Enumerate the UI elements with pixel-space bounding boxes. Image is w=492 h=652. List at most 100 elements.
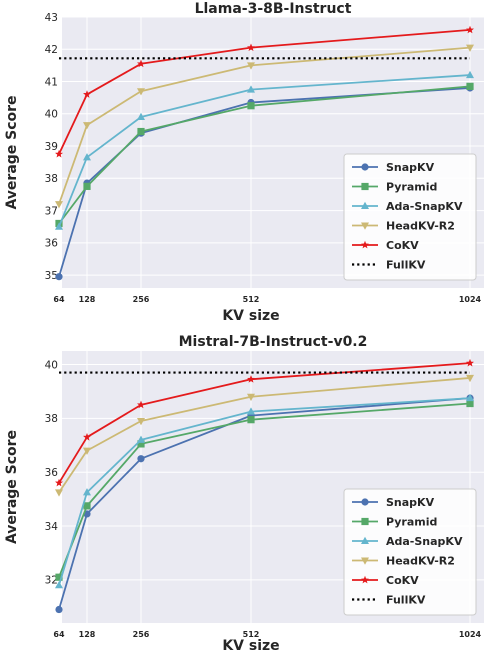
x-tick-label: 1024 [459, 295, 482, 304]
series-ada-snapkv [55, 70, 474, 230]
legend-label: HeadKV-R2 [386, 220, 455, 233]
legend-entry: Ada-SnapKV [352, 200, 463, 213]
legend-label: FullKV [386, 259, 426, 272]
data-point [83, 90, 91, 98]
legend-frame [343, 488, 477, 616]
data-point [55, 489, 63, 497]
chart-title: Mistral-7B-Instruct-v0.2 [179, 334, 368, 350]
data-point [83, 502, 91, 510]
y-tick-label: 42 [45, 44, 58, 56]
data-point [466, 25, 474, 34]
legend-swatch-marker [361, 163, 369, 171]
chart-title: Llama-3-8B-Instruct [195, 1, 352, 17]
x-tick-label: 256 [133, 295, 150, 304]
y-tick-label: 32 [45, 575, 58, 587]
legend-label: Ada-SnapKV [386, 535, 463, 548]
data-point [137, 418, 145, 426]
data-point [137, 112, 145, 121]
legend-entry: CoKV [352, 574, 419, 587]
legend-label: Ada-SnapKV [386, 200, 463, 213]
legend-entry: SnapKV [352, 161, 435, 174]
data-point [137, 127, 145, 136]
data-point [83, 447, 91, 455]
data-point [247, 407, 255, 415]
data-point [247, 85, 255, 93]
chart-panel-1: 35 36 37 38 39 40 41 42 43 64 128 256 512 1024 Llama-3… [4, 1, 484, 324]
data-point [247, 43, 255, 52]
legend-entry: FullKV [352, 259, 426, 272]
x-tick-label: 512 [243, 295, 260, 304]
y-tick-label: 37 [45, 205, 58, 217]
legend-entry: Ada-SnapKV [352, 535, 463, 548]
legend-label: Pyramid [386, 516, 437, 529]
series-pyramid [55, 399, 474, 581]
legend-entry: SnapKV [352, 496, 435, 509]
legend-frame [343, 153, 477, 281]
y-tick-label: 34 [45, 521, 59, 533]
legend: SnapKV Pyramid Ada-SnapKV HeadKV-R2 CoKV Full… [343, 488, 477, 616]
legend-entry: HeadKV-R2 [352, 220, 455, 233]
data-point [137, 455, 145, 463]
data-point [55, 573, 63, 581]
data-point [55, 273, 63, 281]
data-point [137, 440, 145, 448]
series-ada-snapkv [55, 393, 474, 589]
x-tick-label: 128 [79, 630, 96, 639]
data-point [55, 201, 63, 209]
data-point [137, 59, 145, 68]
legend-label: SnapKV [386, 161, 435, 174]
x-tick-label: 512 [243, 630, 260, 639]
legend-label: SnapKV [386, 496, 435, 509]
legend-swatch-marker [361, 240, 369, 249]
legend: SnapKV Pyramid Ada-SnapKV HeadKV-R2 CoKV Full… [343, 153, 477, 281]
y-axis-label: Average Score [4, 430, 20, 544]
data-point [466, 358, 474, 367]
legend-swatch-marker [361, 575, 369, 584]
data-point [466, 374, 474, 383]
legend-entry: Pyramid [352, 516, 437, 529]
y-tick-label: 40 [45, 109, 58, 121]
data-point [137, 435, 145, 443]
y-tick-label: 36 [45, 467, 59, 479]
y-tick-label: 41 [45, 76, 58, 88]
y-tick-label: 39 [45, 141, 58, 153]
data-point [466, 393, 474, 402]
data-point [55, 222, 63, 230]
y-axis-label: Average Score [4, 95, 20, 209]
legend-swatch-marker [361, 498, 369, 506]
chart-panel-2: 32 34 36 38 40 64 128 256 512 1024 Mistral-7B-Inst… [4, 334, 484, 652]
series-headkv-r2 [55, 374, 474, 497]
legend-label: Pyramid [386, 181, 437, 194]
data-point [466, 82, 474, 90]
x-tick-label: 64 [53, 630, 65, 639]
legend-label: CoKV [386, 239, 419, 252]
legend-entry: HeadKV-R2 [352, 555, 455, 568]
data-point [55, 581, 63, 589]
data-point [466, 44, 474, 52]
y-tick-label: 40 [45, 359, 58, 371]
x-tick-label: 1024 [459, 630, 482, 639]
data-point [247, 102, 255, 110]
y-tick-label: 35 [45, 270, 58, 282]
series-cokv [55, 358, 474, 487]
legend-label: HeadKV-R2 [386, 555, 455, 568]
x-axis-label: KV size [222, 638, 279, 652]
data-point [83, 488, 91, 496]
x-axis-label: KV size [222, 308, 279, 324]
data-point [466, 399, 474, 408]
data-point [55, 149, 63, 158]
legend-swatch-marker [361, 201, 369, 209]
data-point [83, 122, 91, 130]
x-tick-label: 64 [53, 295, 65, 304]
data-point [247, 393, 255, 401]
legend-swatch-marker [361, 182, 369, 191]
data-point [137, 88, 145, 96]
y-tick-label: 43 [45, 12, 58, 24]
data-point [55, 605, 63, 614]
data-point [466, 70, 474, 79]
x-tick-label: 256 [133, 630, 150, 639]
data-point [247, 62, 255, 70]
data-point [247, 375, 255, 383]
legend-swatch-marker [361, 222, 369, 230]
legend-entry: FullKV [352, 594, 426, 607]
